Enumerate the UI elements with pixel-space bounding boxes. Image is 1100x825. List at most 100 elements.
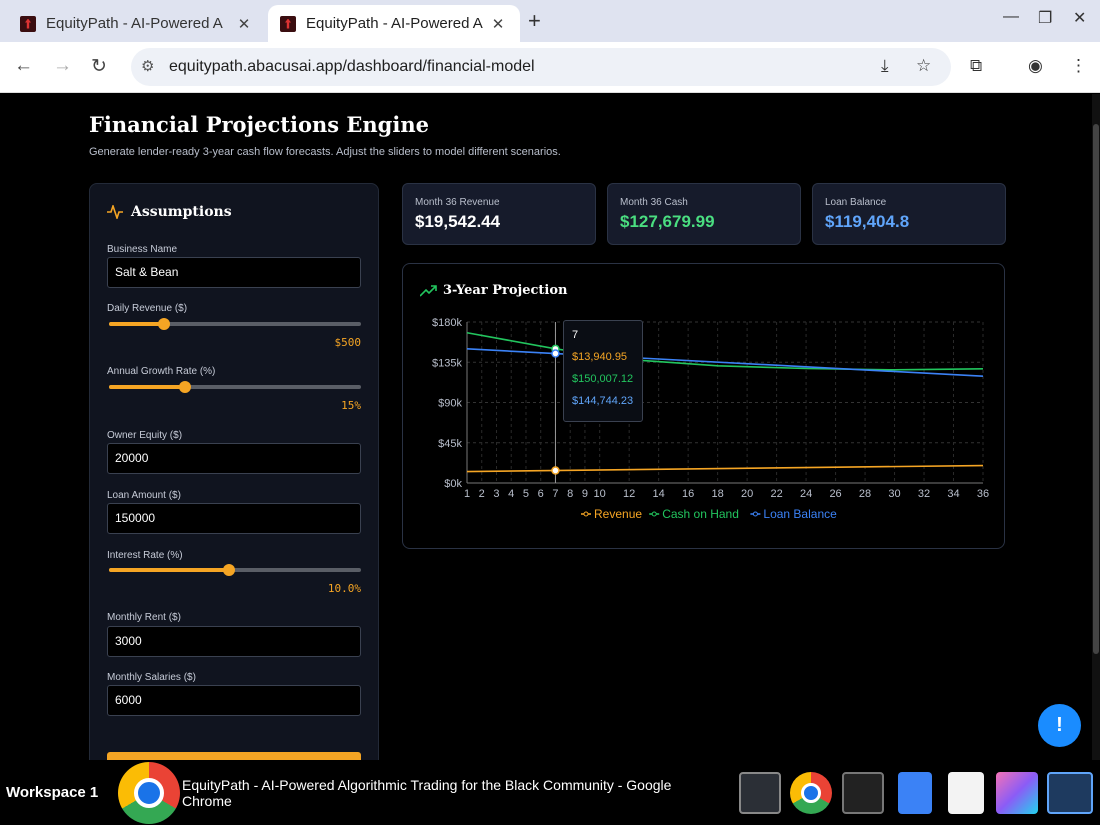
owner-equity-input[interactable]: 20000 xyxy=(107,443,361,474)
loan-amount-input[interactable]: 150000 xyxy=(107,503,361,534)
workspace-label[interactable]: Workspace 1 xyxy=(6,784,99,801)
site-info-icon[interactable]: ⚙ xyxy=(141,58,155,75)
projection-chart-card: 3-Year Projection $0k $45k $90k $135k $180k 1… xyxy=(402,263,1005,549)
reload-icon[interactable]: ↻ xyxy=(91,56,107,77)
business-name-input[interactable]: Salt & Bean xyxy=(107,257,361,288)
business-name-label: Business Name xyxy=(107,244,178,255)
growth-rate-label: Annual Growth Rate (%) xyxy=(107,366,216,377)
owner-equity-label: Owner Equity ($) xyxy=(107,430,183,441)
kpi-label: Month 36 Cash xyxy=(620,197,688,208)
close-window-icon[interactable]: ✕ xyxy=(1073,10,1087,27)
kpi-card-revenue: Month 36 Revenue $19,542.44 xyxy=(402,183,596,245)
chart-tooltip: 7 $13,940.95 $150,007.12 $144,744.23 xyxy=(563,320,643,422)
tooltip-cash: $150,007.12 xyxy=(572,373,634,385)
tooltip-revenue: $13,940.95 xyxy=(572,351,628,363)
x-tick-label: 34 xyxy=(947,488,959,500)
help-chat-button[interactable]: ! xyxy=(1038,704,1081,747)
legend-marker xyxy=(651,511,657,517)
tab-strip: EquityPath - AI-Powered A ✕ EquityPath -… xyxy=(0,0,1100,42)
x-tick-label: 8 xyxy=(567,488,573,500)
interest-rate-value: 10.0% xyxy=(327,582,361,595)
daily-revenue-label: Daily Revenue ($) xyxy=(107,303,188,314)
tab-search-icon[interactable]: ⧉ xyxy=(970,56,983,75)
chart-title: 3-Year Projection xyxy=(443,283,568,298)
back-icon[interactable]: ← xyxy=(14,55,33,76)
install-app-icon[interactable]: ⤓ xyxy=(881,56,889,75)
growth-rate-slider[interactable] xyxy=(109,381,361,393)
assumptions-heading: Assumptions xyxy=(107,204,232,220)
forward-icon[interactable]: → xyxy=(53,55,72,76)
url-text[interactable]: equitypath.abacusai.app/dashboard/financ… xyxy=(169,58,535,75)
monthly-salaries-input[interactable]: 6000 xyxy=(107,685,361,716)
x-tick-label: 28 xyxy=(859,488,871,500)
monthly-rent-label: Monthly Rent ($) xyxy=(107,612,181,623)
bookmark-star-icon[interactable]: ☆ xyxy=(916,56,932,75)
calculator-icon[interactable] xyxy=(1047,772,1093,814)
x-tick-label: 7 xyxy=(552,488,558,500)
daily-revenue-slider[interactable] xyxy=(109,318,361,330)
slider-thumb[interactable] xyxy=(222,564,235,576)
slider-thumb[interactable] xyxy=(178,381,191,393)
revenue-line xyxy=(466,464,984,473)
browser-tab-1[interactable]: EquityPath - AI-Powered A ✕ xyxy=(8,5,266,42)
activity-icon xyxy=(107,205,123,219)
y-tick-label: $0k xyxy=(444,478,462,490)
file-manager-icon[interactable] xyxy=(898,772,932,814)
x-tick-label: 32 xyxy=(918,488,930,500)
browser-tab-2[interactable]: EquityPath - AI-Powered A ✕ xyxy=(268,5,520,42)
restore-icon[interactable]: ❐ xyxy=(1038,10,1053,27)
x-tick-label: 22 xyxy=(770,488,782,500)
new-tab-button[interactable]: + xyxy=(528,8,541,33)
x-tick-label: 4 xyxy=(508,488,514,500)
monthly-rent-input[interactable]: 3000 xyxy=(107,626,361,657)
active-window-title[interactable]: EquityPath - AI-Powered Algorithmic Trad… xyxy=(182,777,672,809)
x-tick-label: 30 xyxy=(888,488,900,500)
address-bar[interactable]: ⚙ equitypath.abacusai.app/dashboard/fina… xyxy=(131,48,951,86)
page-content: Financial Projections Engine Generate le… xyxy=(0,94,1100,760)
terminal-icon[interactable] xyxy=(739,772,781,814)
scrollbar-thumb[interactable] xyxy=(1093,124,1099,654)
cash-on-hand-line xyxy=(466,331,984,371)
growth-rate-value: 15% xyxy=(341,399,361,412)
browser-toolbar: ← → ↻ ⚙ equitypath.abacusai.app/dashboar… xyxy=(0,42,1100,93)
legend-label: Loan Balance xyxy=(763,507,837,521)
x-tick-label: 24 xyxy=(800,488,812,500)
image-viewer-icon[interactable] xyxy=(996,772,1038,814)
interest-rate-slider[interactable] xyxy=(109,564,361,576)
menu-kebab-icon[interactable]: ⋮ xyxy=(1070,56,1087,75)
kpi-value: $119,404.8 xyxy=(825,212,910,231)
x-tick-label: 26 xyxy=(829,488,841,500)
assumptions-panel: Assumptions Business Name Salt & Bean Da… xyxy=(89,183,379,760)
document-viewer-icon[interactable] xyxy=(948,772,984,814)
close-tab-icon[interactable]: ✕ xyxy=(237,15,251,33)
x-tick-label: 10 xyxy=(594,488,606,500)
x-tick-label: 6 xyxy=(538,488,544,500)
site-favicon-icon xyxy=(280,15,296,32)
y-tick-label: $45k xyxy=(438,438,462,450)
loan-amount-label: Loan Amount ($) xyxy=(107,490,181,501)
text-editor-icon[interactable] xyxy=(842,772,884,814)
tooltip-loan: $144,744.23 xyxy=(572,395,634,407)
chart-heading: 3-Year Projection xyxy=(420,283,567,298)
minimize-icon[interactable]: — xyxy=(1003,8,1019,25)
close-tab-icon[interactable]: ✕ xyxy=(491,15,505,33)
chrome-dock-icon[interactable] xyxy=(790,772,832,814)
x-tick-label: 16 xyxy=(682,488,694,500)
x-tick-label: 3 xyxy=(493,488,499,500)
profile-icon[interactable]: ◉ xyxy=(1028,56,1043,75)
legend-label: Cash on Hand xyxy=(662,507,739,521)
kpi-value: $19,542.44 xyxy=(415,212,501,231)
kpi-label: Loan Balance xyxy=(825,197,887,208)
x-tick-label: 2 xyxy=(479,488,485,500)
kpi-value: $127,679.99 xyxy=(620,212,715,231)
slider-thumb[interactable] xyxy=(158,318,171,330)
site-favicon-icon xyxy=(20,15,36,32)
chrome-icon[interactable] xyxy=(118,762,180,824)
generate-button[interactable] xyxy=(107,752,361,760)
page-scrollbar[interactable] xyxy=(1092,94,1100,760)
loan-hover-point xyxy=(551,349,560,358)
daily-revenue-value: $500 xyxy=(334,336,362,349)
x-tick-label: 1 xyxy=(464,488,470,500)
kpi-label: Month 36 Revenue xyxy=(415,197,500,208)
